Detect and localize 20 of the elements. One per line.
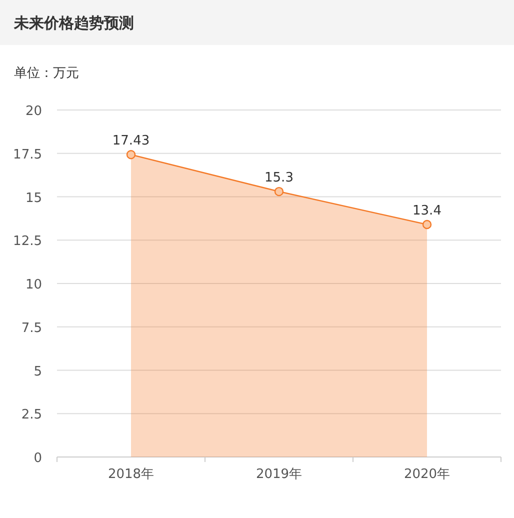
point (274, 186, 284, 196)
y-tick-label: 12.5 (13, 234, 42, 250)
y-tick-label: 10 (25, 278, 42, 292)
y-tick-label: 7.5 (21, 320, 42, 336)
data-label: 17.43 (112, 134, 150, 149)
y-tick-label: 17.5 (13, 147, 42, 162)
y-axis-title: 单位：万元 (14, 66, 79, 81)
y-tick-label: 5 (34, 364, 42, 380)
y-tick-label: 15 (25, 190, 42, 206)
x-tick-label: 2018年 (108, 467, 154, 482)
point (422, 220, 432, 230)
y-tick-label: 20 (25, 104, 42, 119)
data-label: 15.3 (264, 170, 294, 186)
data-label: 13.4 (412, 204, 442, 219)
y-tick-label: 0 (34, 451, 42, 466)
y-tick-label: 2.5 (21, 408, 42, 423)
chart-title: 未来价格趋势预测 (13, 14, 134, 32)
x-tick-label: 2019年 (256, 467, 302, 482)
x-tick-label: 2020年 (404, 467, 450, 482)
point (126, 150, 136, 160)
